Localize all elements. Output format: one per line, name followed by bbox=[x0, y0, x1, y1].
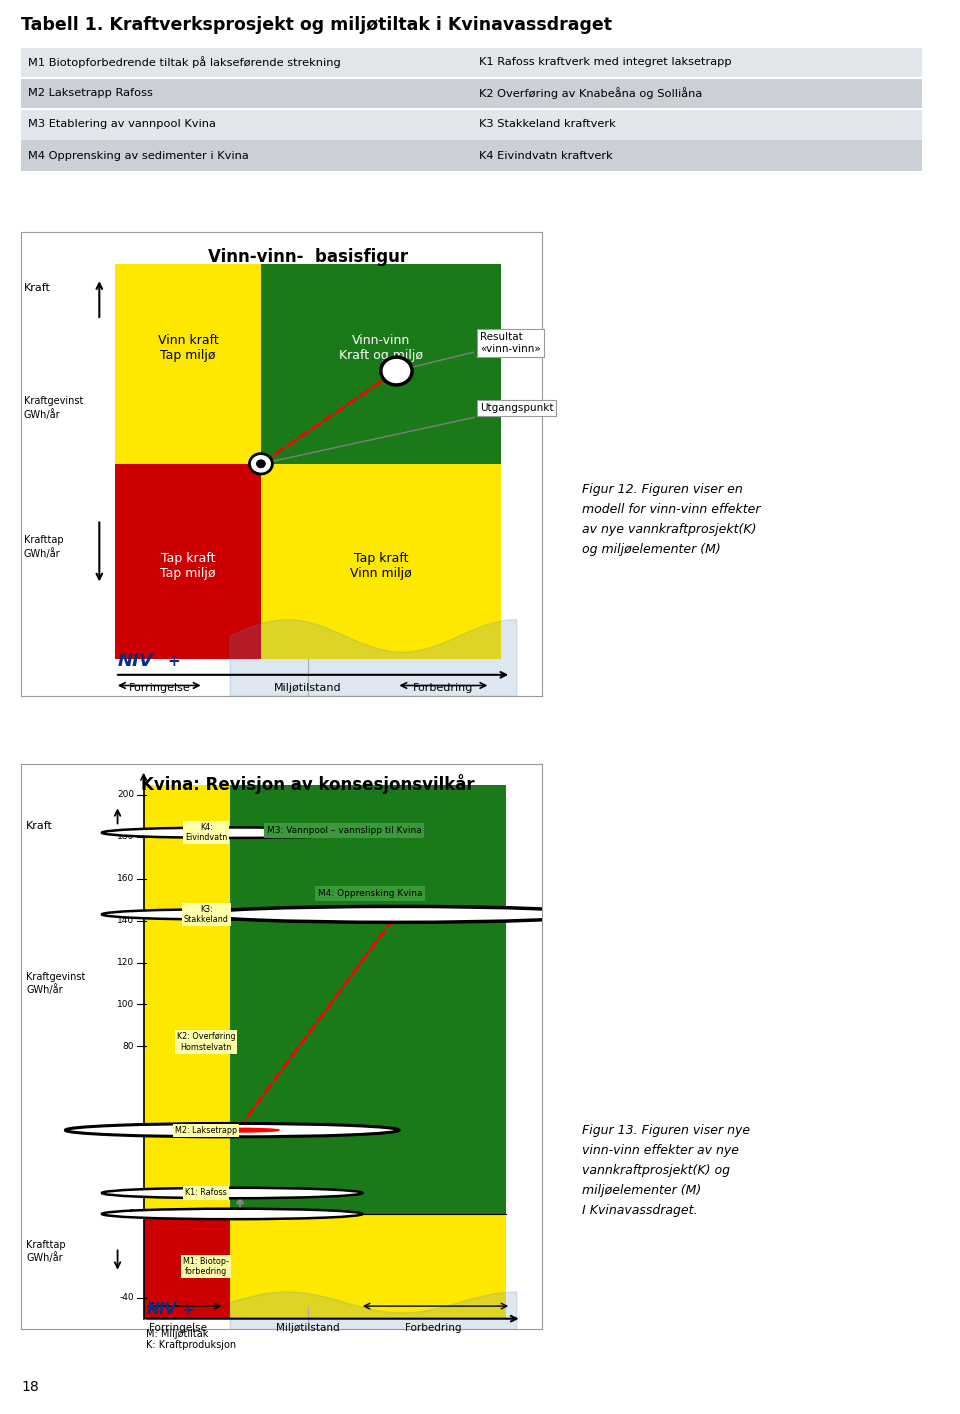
Text: Kraft: Kraft bbox=[24, 283, 51, 293]
Text: Vinn-vinn
Kraft og miljø: Vinn-vinn Kraft og miljø bbox=[339, 334, 422, 362]
Text: M2: Laksetrapp: M2: Laksetrapp bbox=[175, 1126, 237, 1134]
Circle shape bbox=[102, 1209, 363, 1219]
Text: Forringelse: Forringelse bbox=[149, 1324, 206, 1333]
Bar bbox=[115, 464, 261, 659]
Text: Krafttap
GWh/år: Krafttap GWh/år bbox=[26, 1240, 66, 1264]
Text: K2: Overføring
Homstelvatn: K2: Overføring Homstelvatn bbox=[177, 1032, 235, 1052]
Bar bbox=[115, 264, 261, 464]
Text: 0: 0 bbox=[129, 1209, 134, 1219]
Text: Resultat
«vinn-vinn»: Resultat «vinn-vinn» bbox=[399, 332, 540, 370]
Text: Tabell 1. Kraftverksprosjekt og miljøtiltak i Kvinavassdraget: Tabell 1. Kraftverksprosjekt og miljøtil… bbox=[21, 17, 612, 34]
Bar bbox=[229, 1215, 506, 1319]
Text: K1 Rafoss kraftverk med integret laksetrapp: K1 Rafoss kraftverk med integret laksetr… bbox=[479, 57, 732, 68]
Text: K2 Overføring av Knabeåna og Solliåna: K2 Overføring av Knabeåna og Solliåna bbox=[479, 88, 702, 99]
Text: Miljøtilstand: Miljøtilstand bbox=[276, 1324, 340, 1333]
Bar bbox=[144, 1215, 229, 1319]
Text: Krafttap
GWh/år: Krafttap GWh/år bbox=[24, 536, 63, 559]
Text: M: Miljøtiltak: M: Miljøtiltak bbox=[146, 1329, 208, 1339]
Text: K4:
Eivindvatn: K4: Eivindvatn bbox=[185, 823, 228, 843]
Text: 80: 80 bbox=[123, 1042, 134, 1051]
Text: M3 Etablering av vannpool Kvina: M3 Etablering av vannpool Kvina bbox=[29, 119, 216, 130]
Text: 100: 100 bbox=[117, 1000, 134, 1010]
Bar bbox=[21, 47, 471, 78]
Text: M4 Opprensking av sedimenter i Kvina: M4 Opprensking av sedimenter i Kvina bbox=[29, 150, 249, 161]
Text: K1: Rafoss: K1: Rafoss bbox=[185, 1189, 228, 1198]
Circle shape bbox=[250, 454, 273, 474]
Text: Tap kraft
Vinn miljø: Tap kraft Vinn miljø bbox=[350, 551, 412, 580]
Bar bbox=[471, 47, 922, 78]
Bar bbox=[21, 78, 471, 109]
Bar bbox=[144, 785, 229, 1215]
Text: 200: 200 bbox=[117, 790, 134, 799]
Text: -40: -40 bbox=[120, 1294, 134, 1302]
Circle shape bbox=[199, 906, 594, 922]
Text: Figur 13. Figuren viser nye
vinn-vinn effekter av nye
vannkraftprosjekt(K) og
mi: Figur 13. Figuren viser nye vinn-vinn ef… bbox=[583, 1124, 751, 1217]
Bar bbox=[21, 109, 471, 140]
Circle shape bbox=[256, 460, 265, 468]
Text: NIV: NIV bbox=[146, 1302, 177, 1318]
Circle shape bbox=[102, 909, 363, 919]
Text: Utgangspunkt: Utgangspunkt bbox=[264, 403, 553, 464]
Text: K: Kraftproduksjon: K: Kraftproduksjon bbox=[146, 1339, 236, 1349]
Bar bbox=[471, 109, 922, 140]
Text: M2 Laksetrapp Rafoss: M2 Laksetrapp Rafoss bbox=[29, 88, 154, 99]
Text: Figur 12. Figuren viser en
modell for vinn-vinn effekter
av nye vannkraftprosjek: Figur 12. Figuren viser en modell for vi… bbox=[583, 484, 761, 556]
Circle shape bbox=[208, 909, 469, 919]
Text: 140: 140 bbox=[117, 916, 134, 925]
Text: Vinn-vinn-  basisfigur: Vinn-vinn- basisfigur bbox=[207, 247, 408, 266]
Text: +: + bbox=[167, 653, 180, 669]
Text: Tap kraft
Tap miljø: Tap kraft Tap miljø bbox=[160, 551, 216, 580]
Bar bbox=[471, 140, 922, 171]
Bar bbox=[471, 78, 922, 109]
Text: 40: 40 bbox=[123, 1126, 134, 1134]
Text: NIV: NIV bbox=[117, 652, 154, 670]
Bar bbox=[261, 464, 501, 659]
Text: Forbedring: Forbedring bbox=[413, 683, 473, 693]
Bar bbox=[21, 140, 471, 171]
Bar bbox=[261, 264, 501, 464]
Text: Kraft: Kraft bbox=[26, 822, 53, 831]
Text: Vinn kraft
Tap miljø: Vinn kraft Tap miljø bbox=[157, 334, 218, 362]
Text: Kvina: Revisjon av konsesjonsvilkår: Kvina: Revisjon av konsesjonsvilkår bbox=[141, 773, 474, 795]
Circle shape bbox=[102, 1188, 363, 1198]
Circle shape bbox=[102, 827, 363, 839]
Circle shape bbox=[185, 1128, 279, 1133]
Text: 120: 120 bbox=[117, 959, 134, 967]
Text: K4 Eivindvatn kraftverk: K4 Eivindvatn kraftverk bbox=[479, 150, 612, 161]
Circle shape bbox=[65, 1124, 399, 1137]
Text: K3:
Stakkeland: K3: Stakkeland bbox=[183, 905, 228, 925]
Text: 160: 160 bbox=[117, 874, 134, 884]
Text: M1 Biotopforbedrende tiltak på lakseførende strekning: M1 Biotopforbedrende tiltak på lakseføre… bbox=[29, 57, 341, 68]
Text: M1: Biotop-
forbedring: M1: Biotop- forbedring bbox=[183, 1257, 229, 1275]
Text: Forbedring: Forbedring bbox=[405, 1324, 461, 1333]
Text: Kraftgevinst
GWh/år: Kraftgevinst GWh/år bbox=[24, 396, 84, 420]
Text: Miljøtilstand: Miljøtilstand bbox=[274, 683, 342, 693]
Bar bbox=[229, 785, 506, 1215]
Text: 18: 18 bbox=[21, 1380, 38, 1394]
Text: K3 Stakkeland kraftverk: K3 Stakkeland kraftverk bbox=[479, 119, 615, 130]
Text: M3: Vannpool – vannslipp til Kvina: M3: Vannpool – vannslipp til Kvina bbox=[267, 826, 421, 836]
Text: Kraftgevinst
GWh/år: Kraftgevinst GWh/år bbox=[26, 971, 85, 995]
Text: Forringelse: Forringelse bbox=[129, 683, 190, 693]
Circle shape bbox=[381, 358, 412, 385]
Text: M4: Opprensking Kvina: M4: Opprensking Kvina bbox=[318, 889, 422, 898]
Text: 180: 180 bbox=[117, 833, 134, 841]
Text: +: + bbox=[182, 1304, 194, 1318]
